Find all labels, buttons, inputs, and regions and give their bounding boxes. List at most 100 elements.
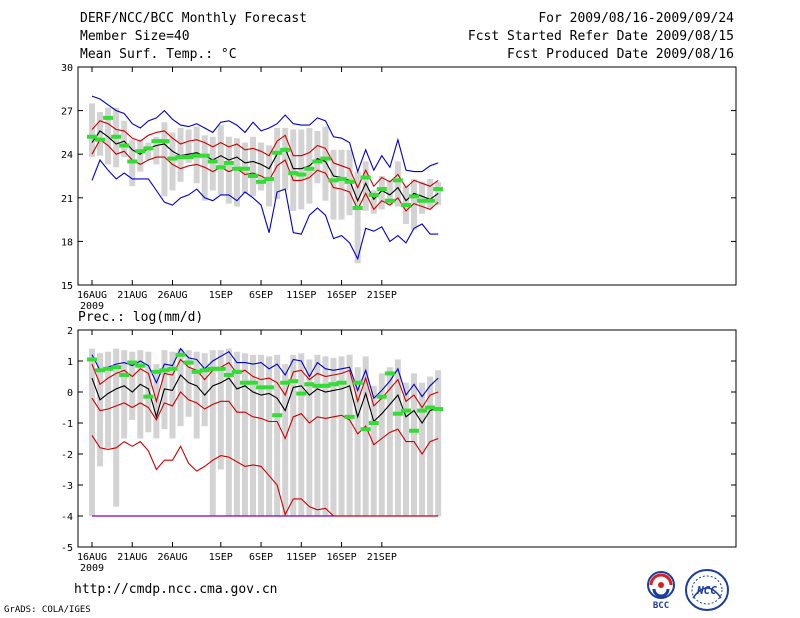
temp-analog-marker <box>207 159 218 164</box>
temp-spread-box <box>378 176 385 210</box>
temp-analog-marker <box>320 156 331 161</box>
temp-spread-box <box>225 136 232 204</box>
prec-analog-marker <box>151 369 162 374</box>
temp-spread-box <box>145 142 152 161</box>
temp-spread-box <box>121 120 128 158</box>
prec-analog-marker <box>87 357 97 362</box>
prec-analog-marker <box>320 383 331 388</box>
prec-analog-marker <box>368 421 379 425</box>
temp-analog-marker <box>223 160 234 165</box>
prec-spread-box <box>306 359 313 516</box>
temp-analog-marker <box>264 176 275 181</box>
prec-analog-marker <box>256 385 267 390</box>
source-url[interactable]: http://cmdp.ncc.cma.gov.cn <box>74 582 278 597</box>
prec-x-tick-label: 1SEP <box>209 552 233 563</box>
prec-x-tick-label: 11SEP <box>286 552 316 563</box>
prec-analog-marker <box>384 371 395 376</box>
temp-spread-box <box>201 135 208 201</box>
prec-analog-marker <box>417 408 428 413</box>
temp-spread-box <box>177 128 184 182</box>
temp-analog-marker <box>183 155 194 160</box>
temp-spread-box <box>137 139 144 172</box>
prec-analog-marker <box>111 365 122 370</box>
ncc-logo: NCC <box>685 569 729 611</box>
temp-spread-box <box>209 136 216 191</box>
prec-spread-box <box>427 376 434 516</box>
prec-spread-box <box>89 348 95 516</box>
prec-spread-box <box>266 356 273 516</box>
prec-spread-lowest-line <box>91 435 439 517</box>
prec-x-tick-label: 21AUG <box>117 552 147 563</box>
prec-analog-marker <box>433 407 444 412</box>
temp-analog-marker <box>433 187 444 192</box>
prec-analog-marker <box>280 380 291 385</box>
prec-spread-box <box>386 367 393 516</box>
prec-y-tick-label: -4 <box>61 512 73 523</box>
prec-analog-marker <box>288 379 299 384</box>
temp-spread-box <box>161 122 168 197</box>
prec-x-tick-label: 26AUG <box>157 552 187 563</box>
temp-y-tick-label: 27 <box>61 107 73 118</box>
temp-analog-marker <box>409 194 419 199</box>
prec-analog-marker <box>191 369 202 374</box>
temp-analog-marker <box>352 205 363 210</box>
prec-analog-marker <box>409 428 419 433</box>
variable-label: Mean Surf. Temp.: °C <box>80 47 237 62</box>
prec-y-tick-label: 1 <box>67 357 73 368</box>
temp-spread-box <box>97 112 104 156</box>
prec-analog-marker <box>304 382 315 387</box>
temp-analog-marker <box>199 153 210 158</box>
prec-analog-marker <box>159 368 170 373</box>
prec-analog-marker <box>425 405 436 410</box>
temp-x-tick-label: 26AUG <box>157 290 187 301</box>
temp-analog-marker <box>400 203 411 208</box>
temp-envelope-upper-line <box>91 95 439 174</box>
temp-spread-box <box>419 181 426 214</box>
temp-analog-marker <box>103 115 114 120</box>
prec-spread-box <box>402 382 409 516</box>
temp-x-tick-label: 16AUG <box>77 290 107 301</box>
temp-analog-marker <box>384 198 395 203</box>
temp-spread-box <box>298 129 305 210</box>
prec-spread-box <box>338 356 345 516</box>
prec-analog-marker <box>223 372 234 377</box>
temp-analog-marker <box>135 149 146 154</box>
prec-spread-box <box>209 350 216 516</box>
prec-spread-box <box>354 367 361 516</box>
forecast-period: For 2009/08/16-2009/09/24 <box>538 11 734 26</box>
prec-y-tick-label: 2 <box>67 326 73 337</box>
prec-spread-box <box>201 353 208 427</box>
prec-analog-marker <box>272 413 283 418</box>
prec-analog-marker <box>264 385 275 390</box>
temp-x-tick-label: 21AUG <box>117 290 147 301</box>
temp-spread-box <box>89 103 95 158</box>
prec-analog-marker <box>167 366 178 371</box>
prec-analog-marker <box>328 382 339 387</box>
temp-y-tick-label: 24 <box>61 150 73 161</box>
temp-analog-marker <box>191 153 202 158</box>
prec-analog-marker <box>248 380 258 385</box>
temp-analog-marker <box>95 137 106 142</box>
temp-analog-marker <box>256 179 267 184</box>
prec-spread-lower-line <box>91 391 439 456</box>
prec-y-tick-label: -1 <box>61 419 73 430</box>
temp-spread-box <box>290 129 297 211</box>
temp-analog-marker <box>239 166 250 171</box>
prec-x-tick-label: 16SEP <box>326 552 356 563</box>
temp-x-tick-label: 1SEP <box>209 290 233 301</box>
prec-spread-box <box>370 385 377 516</box>
temp-analog-marker <box>336 176 347 181</box>
prec-spread-box <box>121 350 128 439</box>
temp-x-tick-label: 21SEP <box>367 290 397 301</box>
temp-analog-marker <box>119 143 130 148</box>
prec-analog-marker <box>360 427 371 432</box>
temp-analog-marker <box>328 178 339 183</box>
temp-analog-marker <box>151 139 162 144</box>
prec-spread-box <box>435 370 442 516</box>
temp-analog-marker <box>143 146 154 151</box>
temp-analog-marker <box>376 187 387 192</box>
prec-analog-marker <box>199 368 210 373</box>
prec-envelope-upper-line <box>91 347 439 400</box>
